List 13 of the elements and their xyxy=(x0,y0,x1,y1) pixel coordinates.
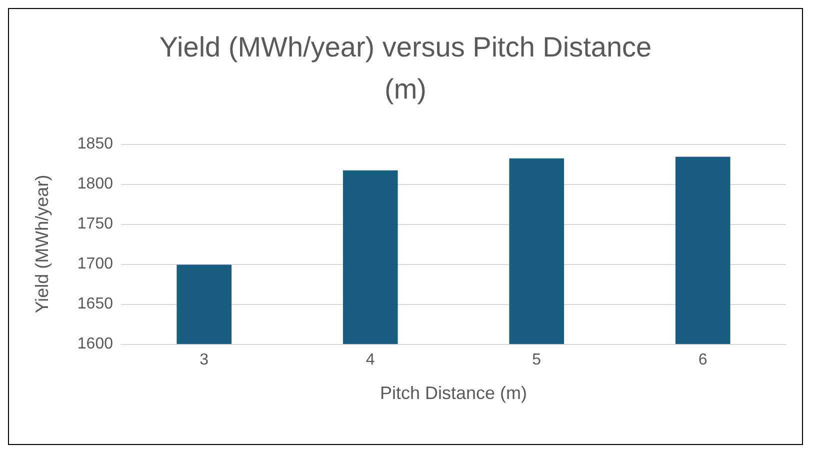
x-tick-label: 6 xyxy=(698,352,708,368)
y-tick-label: 1700 xyxy=(77,256,114,272)
y-tick-label: 1800 xyxy=(77,176,114,192)
x-tick-label: 3 xyxy=(200,352,209,368)
x-tick-label: 4 xyxy=(366,352,375,368)
y-axis-title: Yield (MWh/year) xyxy=(32,174,52,314)
x-axis-title: Pitch Distance (m) xyxy=(380,383,528,403)
chart-title: Yield (MWh/year) versus Pitch Distance (m) xyxy=(159,32,652,104)
y-tick-label: 1750 xyxy=(77,216,114,232)
x-tick-label: 5 xyxy=(532,352,542,368)
y-tick-label: 1850 xyxy=(77,136,114,152)
y-tick-label: 1600 xyxy=(77,336,114,352)
y-tick-label: 1650 xyxy=(77,296,114,312)
